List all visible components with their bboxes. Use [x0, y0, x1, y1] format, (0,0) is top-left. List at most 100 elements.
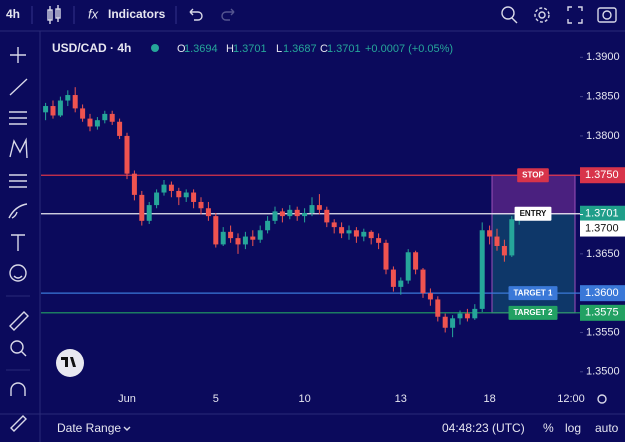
price-tag-bg: [580, 167, 625, 184]
fx-icon: fx: [88, 6, 99, 21]
candle-body: [117, 121, 123, 136]
candle-body: [287, 209, 293, 217]
text-tool[interactable]: [11, 234, 25, 251]
log-toggle[interactable]: log: [565, 421, 581, 435]
price-tag-bg: [580, 304, 625, 321]
x-tick-label: 18: [483, 393, 495, 405]
emoji-tool[interactable]: [9, 264, 27, 282]
lock-tool[interactable]: [10, 415, 27, 432]
candle-body: [139, 194, 145, 221]
candle-body: [72, 95, 78, 109]
price-tag: 1.3701: [585, 208, 619, 220]
candle-body: [309, 205, 315, 213]
ruler-tool[interactable]: [9, 311, 29, 331]
candle-body: [324, 209, 330, 223]
redo-button[interactable]: [221, 8, 235, 21]
x-tick-label: 12:00: [557, 393, 585, 405]
ohlc-value: 1.3701: [233, 43, 267, 55]
magnet-tool[interactable]: [10, 382, 26, 396]
level-label: STOP: [517, 168, 549, 183]
candle-body: [383, 242, 389, 270]
trendline-tool[interactable]: [9, 78, 28, 96]
level-label: ENTRY: [514, 206, 552, 221]
level-name-bg: [508, 286, 558, 301]
candle-body: [398, 280, 404, 287]
candle-body: [405, 252, 411, 281]
pattern-tool[interactable]: [9, 137, 28, 159]
candle-body: [450, 318, 456, 328]
candle-body: [331, 222, 337, 228]
settings-button[interactable]: [534, 7, 550, 23]
candle-body: [228, 231, 234, 239]
x-tick-label: 10: [298, 393, 310, 405]
indicators-button[interactable]: Indicators: [108, 7, 166, 21]
level-name-bg: [514, 206, 552, 221]
snapshot-button[interactable]: [597, 7, 617, 23]
clock: 04:48:23 (UTC): [442, 421, 525, 435]
axis-settings-button[interactable]: [597, 394, 607, 404]
search-button[interactable]: [501, 6, 518, 24]
x-tick-label: 5: [213, 393, 219, 405]
candle-body: [302, 212, 308, 217]
level-label: TARGET 2: [508, 305, 558, 320]
price-tag: 1.3575: [585, 307, 619, 319]
candle-body: [146, 205, 152, 221]
zoom-tool[interactable]: [10, 340, 27, 357]
hlines-tool[interactable]: [9, 111, 27, 125]
candle-body: [427, 293, 433, 300]
candle-body: [509, 219, 515, 256]
candle-body: [198, 201, 204, 209]
candle-body: [353, 230, 359, 237]
candle-body: [65, 95, 71, 101]
top-toolbar: 4h fx Indicators: [0, 5, 625, 32]
ohlc-key: L: [276, 43, 282, 55]
ohlc-key: O: [177, 43, 186, 55]
ohlc-value: 1.3687: [283, 43, 317, 55]
bottom-bar: Date Range 04:48:23 (UTC) % log auto: [0, 394, 625, 435]
change: +0.0007 (+0.05%): [365, 43, 453, 55]
auto-toggle[interactable]: auto: [595, 421, 619, 435]
chevron: [123, 426, 131, 431]
candle-body: [43, 106, 49, 113]
price-marker-bg: [580, 220, 625, 237]
crosshair-tool[interactable]: [10, 47, 26, 63]
candle-body: [472, 308, 478, 319]
interval-button[interactable]: 4h: [6, 7, 20, 21]
candle-body: [191, 192, 197, 202]
brush-tool[interactable]: [8, 203, 28, 219]
candle-body: [494, 236, 500, 246]
candle-body: [265, 220, 271, 231]
candle-body: [154, 192, 160, 206]
candle-body: [413, 252, 419, 270]
candle-body: [235, 238, 241, 245]
candle-body: [442, 316, 448, 328]
candle-body: [457, 313, 463, 319]
candle-body: [272, 211, 278, 221]
candle-body: [183, 192, 189, 198]
fib-tool[interactable]: [9, 174, 27, 188]
date-range-button[interactable]: Date Range: [57, 421, 121, 435]
percent-toggle[interactable]: %: [543, 421, 554, 435]
x-tick-label: Jun: [118, 393, 136, 405]
candle-body: [176, 190, 182, 198]
price-tag-bg: [580, 205, 625, 222]
candle-body: [80, 108, 86, 119]
y-tick-label: 1.3550: [586, 326, 620, 338]
chart-type-button[interactable]: [47, 5, 61, 24]
candle-body: [257, 230, 263, 240]
level-name: TARGET 2: [514, 308, 554, 317]
candle-body: [213, 216, 219, 245]
level-name: TARGET 1: [514, 288, 554, 297]
candle-body: [501, 245, 507, 256]
price-marker: 1.3700: [585, 222, 619, 234]
candle-body: [87, 118, 93, 127]
left-toolbar: [6, 31, 41, 442]
fullscreen-button[interactable]: [567, 6, 583, 24]
ohlc-key: H: [226, 43, 234, 55]
candle-body: [479, 230, 485, 309]
candle-body: [168, 184, 174, 191]
price-tag: 1.3750: [585, 169, 619, 181]
candle-body: [131, 173, 137, 195]
undo-button[interactable]: [189, 8, 203, 21]
